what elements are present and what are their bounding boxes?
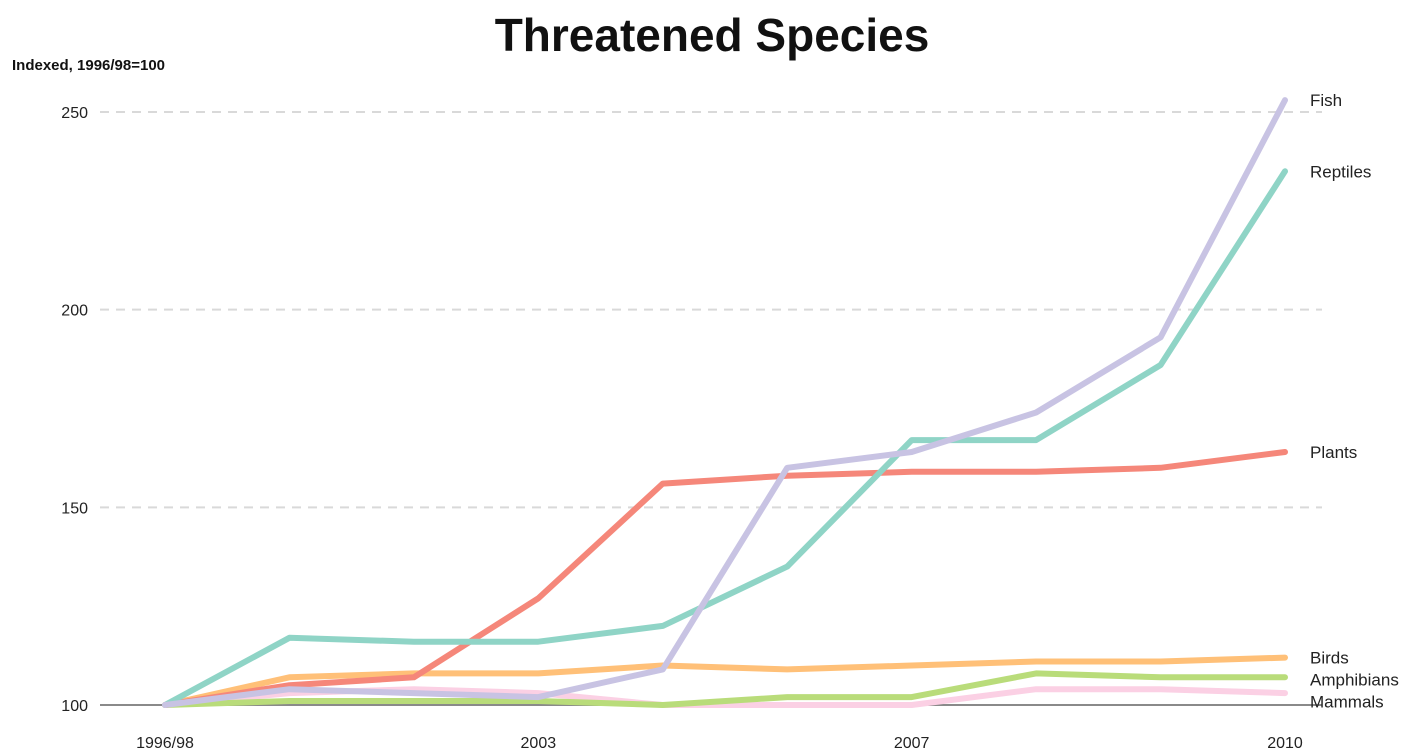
x-tick-label-2010: 2010 [1267,735,1303,751]
series-line-plants [162,449,1288,708]
series-label-amphibians: Amphibians [1310,671,1399,690]
chart-title: Threatened Species [494,9,930,61]
x-tick-label-2003: 2003 [521,735,557,751]
series-line-reptiles [162,168,1288,708]
label-layer: Fish Reptiles Plants Birds Amphibians Mammals [1310,91,1399,711]
y-tick-label-100: 100 [61,698,88,715]
y-tick-label-150: 150 [61,500,88,517]
series-label-mammals: Mammals [1310,693,1384,712]
series-line-amphibians [162,670,1288,708]
series-label-birds: Birds [1310,649,1349,668]
series-label-reptiles: Reptiles [1310,162,1371,181]
x-tick-label-2007: 2007 [894,735,930,751]
series-line-birds [162,654,1288,708]
series-label-fish: Fish [1310,91,1342,110]
series-layer [162,97,1288,708]
x-tick-label-1996-98: 1996/98 [136,735,194,751]
y-axis-label: Indexed, 1996/98=100 [12,57,166,74]
grid-layer [100,111,1322,706]
axis-layer: 100 150 200 250 1996/98 2003 2007 2010 [61,105,1303,751]
y-tick-label-200: 200 [61,303,88,320]
series-line-fish [162,97,1288,708]
y-tick-label-250: 250 [61,105,88,122]
series-label-plants: Plants [1310,443,1357,462]
